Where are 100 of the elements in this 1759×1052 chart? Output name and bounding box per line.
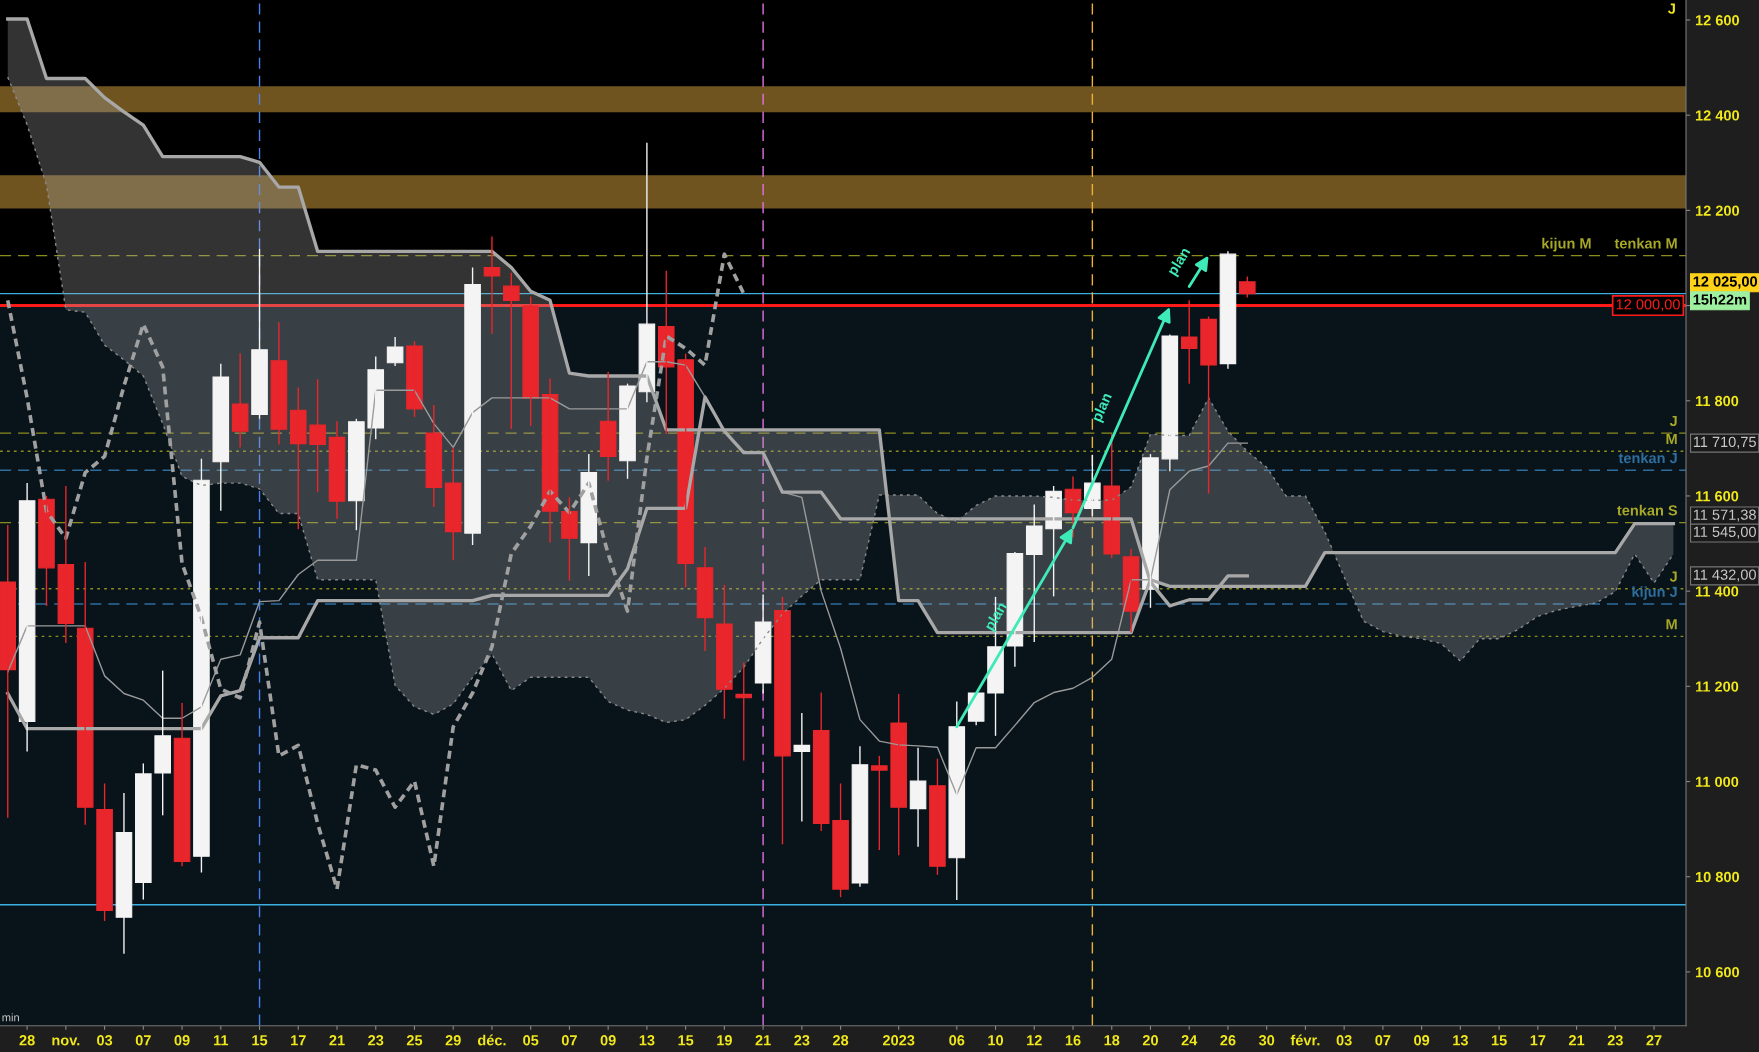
candlestick	[464, 266, 481, 546]
x-tick-label: 03	[97, 1035, 113, 1046]
x-tick-label: 28	[19, 1035, 35, 1046]
candlestick	[832, 782, 849, 898]
y-tick-label: 11 800	[1695, 395, 1739, 407]
y-tick-label: 11 200	[1695, 681, 1739, 692]
x-tick-label: 03	[1336, 1035, 1352, 1046]
annotation: plan	[1090, 392, 1115, 424]
text: 11 710,75	[1693, 436, 1756, 449]
y-tick-label: 12 400	[1695, 110, 1740, 121]
text: 11 432,00	[1693, 569, 1756, 582]
candlestick	[1200, 315, 1217, 495]
ref-line-label: 12 000,00	[1616, 299, 1680, 312]
y-tick-label: 12 200	[1695, 205, 1740, 216]
x-tick-label: 29	[445, 1035, 461, 1046]
candlestick	[38, 495, 55, 607]
candlestick	[890, 693, 907, 857]
candlestick	[1161, 333, 1179, 472]
candlestick	[599, 371, 617, 482]
candlestick	[619, 382, 636, 480]
x-tick-label: 12	[1027, 1035, 1042, 1046]
candlestick	[561, 496, 578, 582]
x-tick-label: 23	[368, 1035, 384, 1046]
y-tick-label: 11 400	[1695, 586, 1739, 597]
x-tick-label: 23	[794, 1035, 810, 1046]
x-tick-label: 15	[678, 1035, 694, 1046]
text: 15h22m	[1693, 294, 1747, 305]
candlestick	[231, 352, 249, 449]
x-tick-label: 25	[406, 1035, 423, 1046]
candlestick	[135, 762, 152, 901]
candlestick	[154, 669, 171, 817]
y-tick-label: 10 600	[1695, 967, 1740, 978]
x-tick-label: 09	[1414, 1035, 1430, 1046]
y-tick-label: 11 600	[1695, 491, 1739, 502]
candlestick	[289, 386, 307, 530]
x-tick-label: 21	[329, 1035, 345, 1046]
candlestick	[812, 691, 830, 832]
candlestick	[0, 524, 17, 819]
text: 12 025,00	[1693, 276, 1758, 289]
ref-line-label: tenkan S	[1617, 504, 1678, 516]
ref-line-label: J	[1669, 571, 1677, 582]
x-tick-label: 07	[1375, 1035, 1391, 1046]
x-tick-label: 23	[1607, 1035, 1623, 1046]
candlestick	[1025, 503, 1043, 643]
x-tick-label: 18	[1104, 1035, 1120, 1046]
candlestick	[386, 336, 404, 367]
candlestick	[929, 757, 946, 876]
x-tick-label: 07	[561, 1035, 577, 1046]
x-tick-label: févr.	[1290, 1034, 1320, 1046]
candlestick	[948, 700, 966, 901]
ref-line-label: tenkan M	[1614, 237, 1677, 249]
x-tick-label: 07	[135, 1035, 151, 1046]
ref-line-label: kijun J	[1632, 586, 1677, 600]
candlestick	[1103, 433, 1121, 559]
x-tick-label: 09	[600, 1035, 616, 1046]
candlestick	[754, 593, 772, 695]
ref-line-label: M	[1666, 433, 1677, 445]
x-tick-label: 26	[1220, 1035, 1236, 1046]
x-tick-label: 21	[755, 1035, 771, 1046]
candlestick	[212, 362, 230, 512]
candlestick	[309, 378, 326, 493]
x-tick-label: 17	[1530, 1035, 1546, 1046]
x-tick-label: 10	[988, 1035, 1004, 1046]
x-tick-label: 13	[1453, 1035, 1468, 1046]
x-tick-label: 2023	[882, 1035, 915, 1046]
ref-line-label: M	[1666, 619, 1677, 630]
y-tick-label: 11 000	[1695, 776, 1739, 787]
x-tick-label: déc.	[477, 1034, 506, 1046]
x-tick-label: 19	[717, 1035, 732, 1046]
candlestick	[348, 418, 365, 531]
text: 11 545,00	[1693, 526, 1756, 539]
x-tick-label: 05	[523, 1035, 539, 1046]
candlestick	[522, 295, 539, 427]
x-tick-label: 16	[1065, 1035, 1081, 1046]
candlestick	[1180, 299, 1198, 385]
x-tick-label: 11	[214, 1035, 229, 1046]
x-tick-label: 15	[1491, 1035, 1507, 1046]
x-tick-label: nov.	[52, 1037, 80, 1046]
candlestick	[96, 782, 113, 922]
ref-line-label: J	[1669, 415, 1677, 427]
candlestick	[716, 584, 733, 720]
candlestick	[193, 458, 210, 874]
candlestick	[251, 248, 268, 420]
candlestick	[425, 404, 443, 508]
x-tick-label: 28	[832, 1035, 849, 1046]
x-tick-label: 27	[1646, 1035, 1662, 1046]
candlestick	[774, 596, 791, 846]
text: 11 571,38	[1693, 509, 1756, 522]
annotation: min	[2, 1013, 19, 1022]
annotation: kijun M	[1542, 237, 1591, 252]
candlestick	[76, 561, 94, 826]
y-tick-label: 10 800	[1695, 871, 1740, 883]
ref-line-label: tenkan J	[1618, 452, 1677, 464]
x-tick-label: 09	[174, 1035, 190, 1046]
x-tick-label: 21	[1568, 1035, 1585, 1046]
candlestick	[406, 340, 423, 418]
x-tick-label: 15	[252, 1035, 268, 1046]
y-tick-label: 12 600	[1695, 15, 1740, 26]
x-tick-label: 24	[1181, 1035, 1198, 1046]
candlestick	[444, 446, 462, 561]
